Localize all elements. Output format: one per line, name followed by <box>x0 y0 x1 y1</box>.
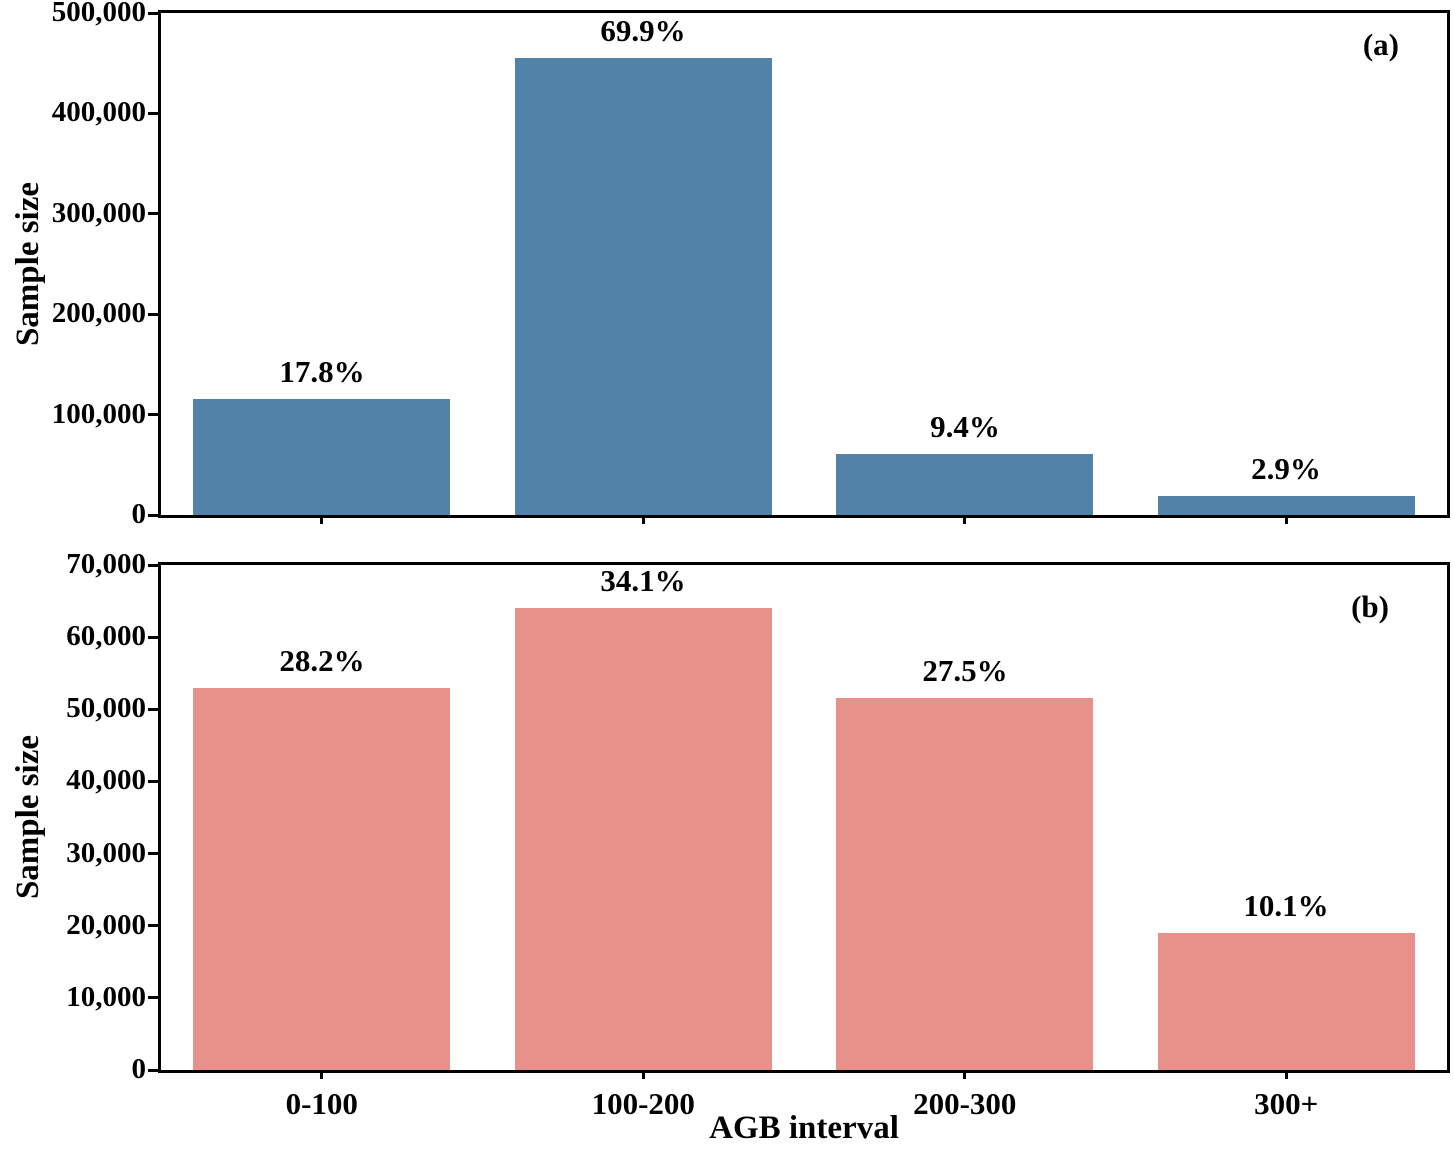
y-tick-label: 300,000 <box>51 196 146 229</box>
panel-a-y-axis-title: Sample size <box>10 181 46 347</box>
y-tick-label: 400,000 <box>51 96 146 129</box>
bar-value-label: 10.1% <box>1243 888 1329 923</box>
y-tick <box>148 924 158 928</box>
y-tick-label: 60,000 <box>66 620 146 653</box>
y-tick <box>148 779 158 783</box>
y-tick-label: 40,000 <box>66 764 146 797</box>
bar <box>515 608 772 1070</box>
x-tick-label: 300+ <box>1254 1086 1319 1121</box>
y-tick <box>148 852 158 856</box>
panel-a-plot-area: (a) 17.8% 69.9% 9.4% 2.9% <box>158 10 1450 518</box>
bar <box>515 58 772 515</box>
bar-value-label: 9.4% <box>930 409 1000 444</box>
x-tick <box>1284 1070 1288 1079</box>
y-tick <box>148 513 158 517</box>
bar <box>836 698 1093 1070</box>
x-tick <box>963 1070 967 1079</box>
bar-value-label: 27.5% <box>922 653 1008 688</box>
y-tick <box>148 413 158 417</box>
y-tick-label: 0 <box>131 497 147 530</box>
x-axis-title: AGB interval <box>709 1110 899 1146</box>
y-tick <box>148 563 158 567</box>
y-tick-label: 500,000 <box>51 0 146 28</box>
y-tick-label: 70,000 <box>66 547 146 580</box>
bar-value-label: 17.8% <box>279 354 365 389</box>
y-tick-label: 50,000 <box>66 692 146 725</box>
panel-a-letter-label: (a) <box>1362 27 1399 62</box>
bar-value-label: 28.2% <box>279 643 365 678</box>
x-tick <box>963 515 967 524</box>
y-tick-label: 30,000 <box>66 836 146 869</box>
bar <box>193 399 450 515</box>
y-tick-label: 0 <box>131 1052 147 1085</box>
y-tick <box>148 635 158 639</box>
x-tick <box>641 515 645 524</box>
bar <box>1158 496 1415 515</box>
y-tick <box>148 1068 158 1072</box>
bar-value-label: 34.1% <box>600 563 686 598</box>
y-tick-label: 10,000 <box>66 980 146 1013</box>
panel-b-letter-label: (b) <box>1351 589 1389 624</box>
x-tick <box>1284 515 1288 524</box>
y-tick <box>148 707 158 711</box>
y-tick-label: 200,000 <box>51 297 146 330</box>
bar <box>1158 933 1415 1070</box>
x-tick-label: 100-200 <box>591 1086 695 1121</box>
y-tick <box>148 312 158 316</box>
y-tick <box>148 996 158 1000</box>
bar-value-label: 2.9% <box>1251 451 1321 486</box>
bar-value-label: 69.9% <box>600 13 686 48</box>
x-tick <box>320 1070 324 1079</box>
x-tick <box>641 1070 645 1079</box>
y-tick-label: 20,000 <box>66 908 146 941</box>
y-tick <box>148 11 158 15</box>
x-tick-label: 0-100 <box>285 1086 358 1121</box>
y-tick <box>148 212 158 216</box>
x-tick-label: 200-300 <box>913 1086 1017 1121</box>
bar <box>836 454 1093 515</box>
x-tick <box>320 515 324 524</box>
y-tick-label: 100,000 <box>51 397 146 430</box>
bar <box>193 688 450 1070</box>
y-tick <box>148 111 158 115</box>
panel-b-plot-area: (b) 28.2% 34.1% 27.5% 10.1% <box>158 562 1450 1073</box>
